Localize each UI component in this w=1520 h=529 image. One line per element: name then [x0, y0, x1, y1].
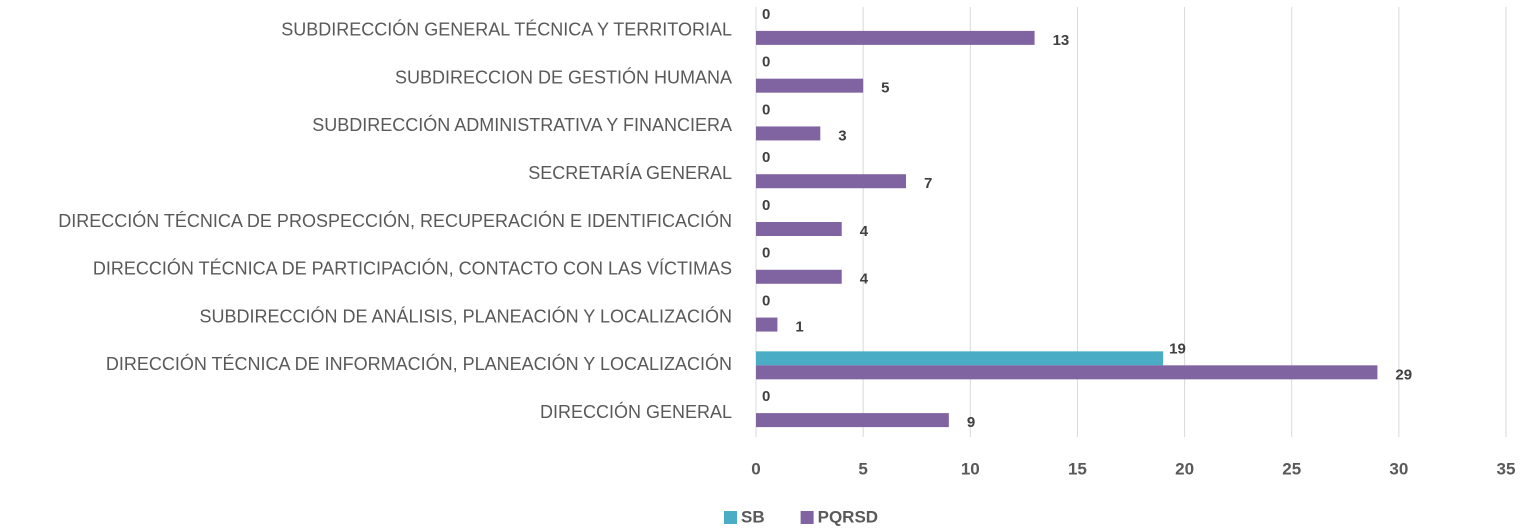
data-label: 5: [881, 80, 889, 97]
x-tick-label: 30: [1389, 459, 1408, 478]
x-tick-label: 25: [1282, 459, 1301, 478]
category-label: DIRECCIÓN TÉCNICA DE PARTICIPACIÓN, CONT…: [93, 258, 732, 279]
category-label: SUBDIRECCION DE GESTIÓN HUMANA: [395, 66, 732, 87]
bar: [756, 269, 842, 284]
data-label: 7: [924, 175, 932, 192]
data-label: 19: [1169, 340, 1186, 357]
category-label: SUBDIRECCIÓN GENERAL TÉCNICA Y TERRITORI…: [281, 19, 732, 40]
data-label: 4: [860, 223, 869, 240]
data-label: 1: [795, 319, 803, 336]
x-tick-label: 35: [1497, 459, 1516, 478]
data-label: 0: [762, 149, 770, 166]
x-tick-label: 10: [961, 459, 980, 478]
legend-swatch: [800, 511, 814, 524]
x-tick-label: 0: [751, 459, 760, 478]
data-label: 0: [762, 388, 770, 405]
data-label: 3: [838, 127, 846, 144]
data-label: 29: [1395, 366, 1412, 383]
data-label: 0: [762, 197, 770, 214]
category-label: SUBDIRECCIÓN DE ANÁLISIS, PLANEACIÓN Y L…: [200, 305, 733, 326]
category-label: DIRECCIÓN TÉCNICA DE PROSPECCIÓN, RECUPE…: [58, 210, 732, 231]
bar: [756, 222, 842, 236]
bar: [756, 78, 864, 93]
category-label: DIRECCIÓN TÉCNICA DE INFORMACIÓN, PLANEA…: [106, 353, 732, 374]
legend-label: SB: [741, 507, 765, 526]
category-label: SECRETARÍA GENERAL: [528, 163, 732, 183]
category-label: SUBDIRECCIÓN ADMINISTRATIVA Y FINANCIERA: [312, 114, 732, 135]
data-label: 4: [860, 271, 869, 288]
x-tick-label: 5: [858, 459, 867, 478]
x-tick-label: 20: [1175, 459, 1194, 478]
data-label: 13: [1053, 32, 1070, 49]
data-label: 0: [762, 293, 770, 310]
bar: [756, 30, 1035, 45]
category-label: DIRECCIÓN GENERAL: [540, 401, 732, 422]
data-label: 0: [762, 6, 770, 23]
legend-label: PQRSD: [818, 507, 878, 526]
data-label: 9: [967, 414, 975, 431]
data-label: 0: [762, 101, 770, 118]
bar: [756, 126, 821, 141]
x-tick-label: 15: [1068, 459, 1087, 478]
bar: [756, 365, 1378, 380]
legend-swatch: [724, 511, 737, 524]
data-label: 0: [762, 245, 770, 262]
bar: [756, 351, 1164, 366]
bar: [756, 317, 778, 332]
data-label: 0: [762, 54, 770, 71]
bar: [756, 413, 949, 428]
bar: [756, 174, 906, 189]
